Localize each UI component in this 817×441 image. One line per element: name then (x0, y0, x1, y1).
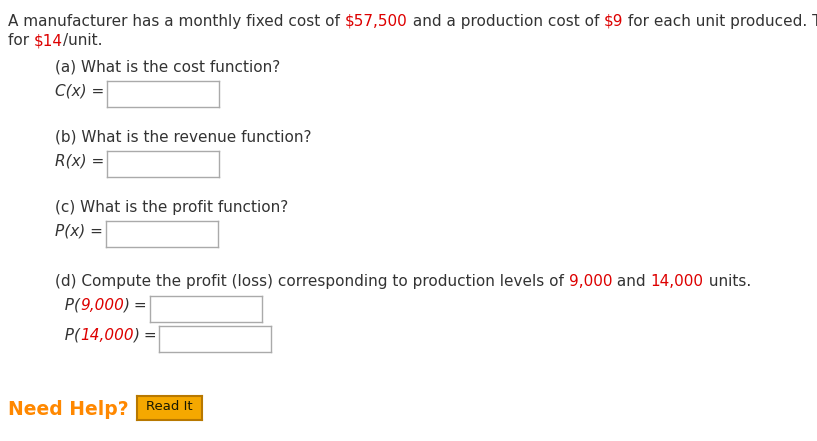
Text: R(x) =: R(x) = (55, 153, 105, 168)
Text: units.: units. (703, 274, 751, 289)
Text: P(x) =: P(x) = (55, 223, 103, 238)
Text: (c) What is the profit function?: (c) What is the profit function? (55, 200, 288, 215)
Text: (a) What is the cost function?: (a) What is the cost function? (55, 60, 280, 75)
Text: C(x) =: C(x) = (55, 83, 105, 98)
Text: P(: P( (55, 298, 80, 313)
Text: $57,500: $57,500 (345, 14, 408, 29)
Text: $9: $9 (604, 14, 623, 29)
Text: 14,000: 14,000 (651, 274, 703, 289)
Text: for each unit produced. The product sells: for each unit produced. The product sell… (623, 14, 817, 29)
Text: ) =: ) = (134, 328, 157, 343)
Text: ) =: ) = (124, 298, 148, 313)
Text: 9,000: 9,000 (569, 274, 612, 289)
Text: for: for (8, 33, 34, 48)
Text: and: and (612, 274, 651, 289)
Text: P(: P( (55, 328, 80, 343)
Text: Need Help?: Need Help? (8, 400, 128, 419)
Text: Read It: Read It (145, 400, 193, 413)
Text: $14: $14 (34, 33, 63, 48)
Text: /unit.: /unit. (63, 33, 102, 48)
Text: (d) Compute the profit (loss) corresponding to production levels of: (d) Compute the profit (loss) correspond… (55, 274, 569, 289)
Text: 9,000: 9,000 (80, 298, 124, 313)
Text: and a production cost of: and a production cost of (408, 14, 604, 29)
Text: A manufacturer has a monthly fixed cost of: A manufacturer has a monthly fixed cost … (8, 14, 345, 29)
Text: 14,000: 14,000 (80, 328, 134, 343)
Text: (b) What is the revenue function?: (b) What is the revenue function? (55, 130, 311, 145)
